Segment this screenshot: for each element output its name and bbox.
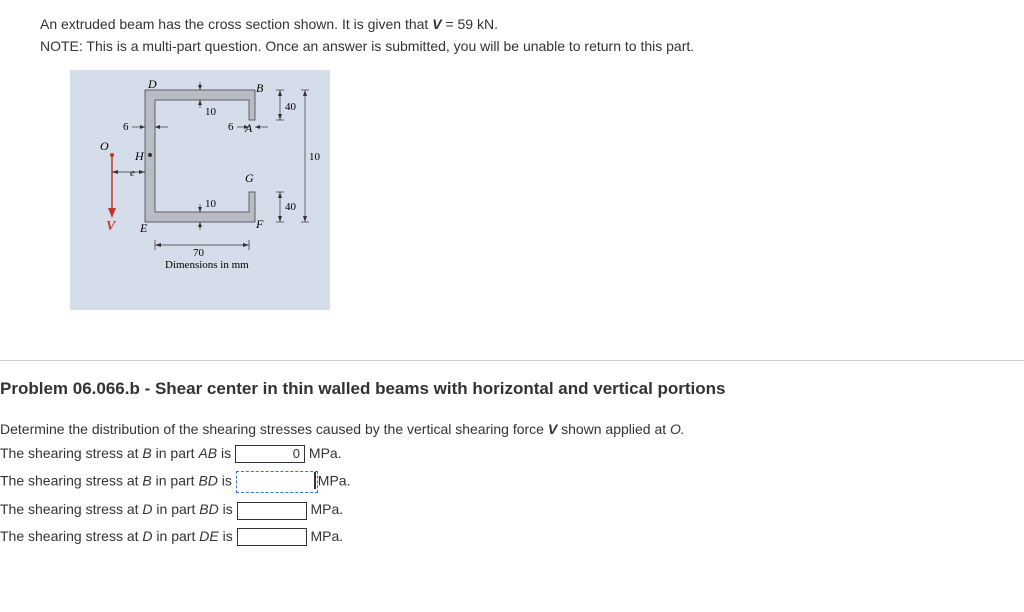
answer-line-1: The shearing stress at B in part AB is 0… <box>0 445 984 463</box>
V-symbol: V <box>432 16 441 32</box>
statement-text: An extruded beam has the cross section s… <box>40 16 432 32</box>
label-F: F <box>255 217 264 231</box>
answer-input-1[interactable]: 0 <box>235 445 305 463</box>
statement-eq: = 59 kN. <box>442 16 498 32</box>
answer-input-3[interactable] <box>237 502 307 520</box>
label-E: E <box>139 221 148 235</box>
problem-statement: An extruded beam has the cross section s… <box>40 16 984 32</box>
figure-svg: D B A F E G H O V 10 10 6 6 <box>80 80 320 300</box>
dim-70: 70 <box>193 247 205 259</box>
dim-10b: 10 <box>205 198 217 210</box>
problem-title: Problem 06.066.b - Shear center in thin … <box>0 379 984 399</box>
dim-6b: 6 <box>228 121 234 133</box>
dim-100: 100 <box>309 151 320 163</box>
label-D: D <box>147 80 157 91</box>
dim-e: e <box>130 167 135 179</box>
dim-10a: 10 <box>205 106 217 118</box>
label-G: G <box>245 171 254 185</box>
answer-input-2[interactable] <box>236 471 318 493</box>
dim-caption: Dimensions in mm <box>165 259 249 271</box>
label-O: O <box>100 139 109 153</box>
problem-intro: Determine the distribution of the sheari… <box>0 421 984 437</box>
cross-section-figure: D B A F E G H O V 10 10 6 6 <box>70 70 330 310</box>
dim-40b: 40 <box>285 201 297 213</box>
section-divider <box>0 360 1024 361</box>
multipart-note: NOTE: This is a multi-part question. Onc… <box>40 38 984 54</box>
answer-line-2: The shearing stress at B in part BD is M… <box>0 471 984 493</box>
answer-line-4: The shearing stress at D in part DE is M… <box>0 528 984 546</box>
label-H: H <box>134 149 145 163</box>
answer-line-3: The shearing stress at D in part BD is M… <box>0 501 984 519</box>
answer-input-4[interactable] <box>237 528 307 546</box>
label-B: B <box>256 81 264 95</box>
dim-6a: 6 <box>123 121 129 133</box>
label-V: V <box>106 219 117 234</box>
dim-40a: 40 <box>285 101 297 113</box>
